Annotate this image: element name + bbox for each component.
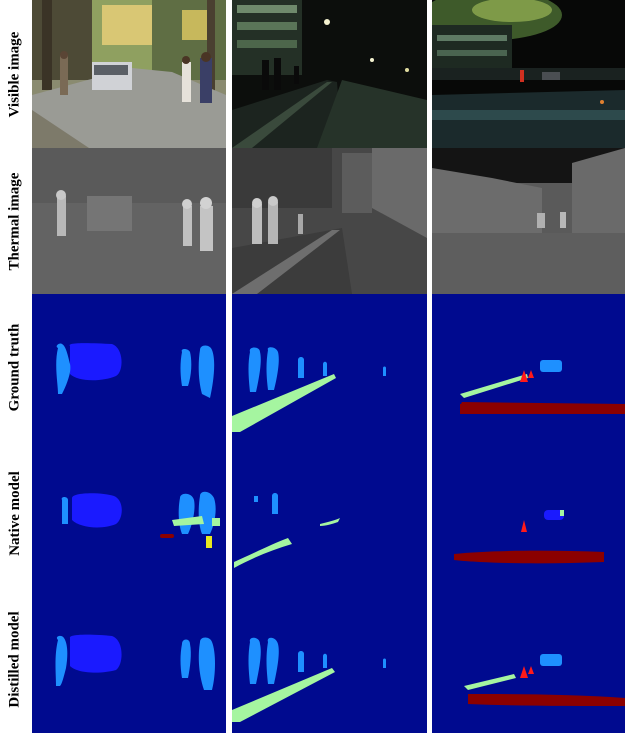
row-label-ground-truth: Ground truth bbox=[6, 323, 23, 411]
thermal-image-scene-1 bbox=[32, 148, 226, 294]
ground-truth-scene-2 bbox=[232, 294, 427, 440]
distilled-model-scene-3 bbox=[432, 586, 625, 733]
row-label-thermal: Thermal image bbox=[6, 172, 23, 270]
distilled-model-scene-1 bbox=[32, 586, 226, 733]
native-model-scene-2 bbox=[232, 440, 427, 586]
ground-truth-scene-3 bbox=[432, 294, 625, 440]
visible-image-scene-3 bbox=[432, 0, 625, 148]
row-label-distilled-model: Distilled model bbox=[6, 611, 23, 708]
visible-image-scene-2 bbox=[232, 0, 427, 148]
distilled-model-scene-2 bbox=[232, 586, 427, 733]
thermal-image-scene-3 bbox=[432, 148, 625, 294]
ground-truth-scene-1 bbox=[32, 294, 226, 440]
native-model-scene-1 bbox=[32, 440, 226, 586]
native-model-scene-3 bbox=[432, 440, 625, 586]
visible-image-scene-1 bbox=[32, 0, 226, 148]
row-label-visible: Visible image bbox=[6, 31, 23, 117]
row-label-native-model: Native model bbox=[6, 470, 23, 556]
thermal-image-scene-2 bbox=[232, 148, 427, 294]
